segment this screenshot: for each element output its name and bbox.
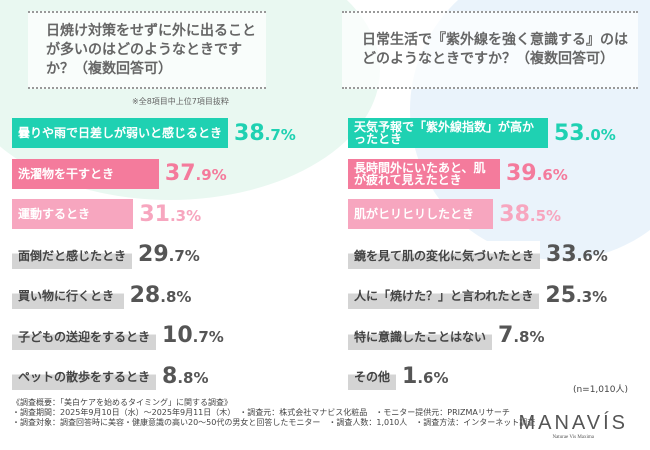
left-question: 日焼け対策をせずに外に出ることが多いのはどのようなときですか？（複数回答可）	[28, 11, 266, 89]
value-label: 39.6%	[506, 161, 568, 187]
bar: 長時間外にいたあと、肌が疲れて見えたとき	[348, 158, 500, 189]
bar-row: 天気予報で「紫外線指数」が高かったとき 53.0%	[348, 113, 616, 154]
footer-title: 《調査概要：「美白ケアを始めるタイミング」に関する調査》	[12, 398, 232, 407]
bar: 鏡を見て肌の変化に気づいたとき	[348, 240, 541, 269]
bar-row: 人に「焼けた？」と言われたとき 25.3%	[348, 275, 616, 316]
value-label: 8.8%	[162, 363, 209, 389]
bar: 運動するとき	[12, 199, 134, 230]
value-label: 28.8%	[129, 282, 192, 308]
bar: 洗濯物を干すとき	[12, 158, 159, 189]
value-label: 1.6%	[402, 363, 449, 389]
manavis-logo: MANAVÍS Naturae Vis Maxima	[518, 412, 628, 440]
value-label: 31.3%	[139, 201, 202, 227]
bar-row: 面倒だと感じたとき 29.7%	[12, 235, 296, 276]
bar-row: ペットの散歩をするとき 8.8%	[12, 356, 296, 397]
bar: 肌がヒリヒリしたとき	[348, 199, 494, 230]
bar-row: 特に意識したことはない 7.8%	[348, 316, 616, 357]
bar-row: 鏡を見て肌の変化に気づいたとき 33.6%	[348, 235, 616, 276]
footer-line: ・調査対象：調査回答時に美容・健康意識の高い20～50代の男女と回答したモニター…	[12, 418, 536, 427]
bar: 曇りや雨で日差しが弱いと感じるとき	[12, 118, 229, 149]
logo-tagline: Naturae Vis Maxima	[552, 435, 594, 440]
bar-row: 運動するとき 31.3%	[12, 194, 296, 235]
bar: 面倒だと感じたとき	[12, 240, 133, 269]
value-label: 53.0%	[554, 120, 616, 146]
value-label: 37.9%	[164, 161, 227, 187]
bar: ペットの散歩をするとき	[12, 362, 157, 391]
bar: 特に意識したことはない	[348, 321, 493, 350]
value-label: 38.7%	[234, 120, 296, 146]
bar-row: 長時間外にいたあと、肌が疲れて見えたとき 39.6%	[348, 154, 616, 195]
value-label: 10.7%	[162, 323, 224, 349]
right-chart: 天気予報で「紫外線指数」が高かったとき 53.0% 長時間外にいたあと、肌が疲れて見…	[348, 113, 616, 397]
bar-row: 曇りや雨で日差しが弱いと感じるとき 38.7%	[12, 113, 296, 154]
bar-row: 肌がヒリヒリしたとき 38.5%	[348, 194, 616, 235]
bar: 天気予報で「紫外線指数」が高かったとき	[348, 118, 548, 149]
bar: 子どもの送迎をするとき	[12, 321, 157, 350]
logo-text: MANAVÍS	[518, 412, 628, 434]
footer-line: ・調査期間：2025年9月10日（水）～2025年9月11日（木） ・調査元：株…	[12, 408, 510, 417]
value-label: 25.3%	[545, 282, 608, 308]
bar-row: 子どもの送迎をするとき 10.7%	[12, 316, 296, 357]
right-question: 日常生活で『紫外線を強く意識する』のはどのようなときですか？（複数回答可）	[342, 11, 638, 89]
left-chart: 曇りや雨で日差しが弱いと感じるとき 38.7% 洗濯物を干すとき 37.9% 運動すると…	[12, 113, 296, 397]
value-label: 38.5%	[499, 201, 562, 227]
bar-row: その他 1.6%	[348, 356, 616, 397]
bar: 買い物に行くとき	[12, 281, 124, 310]
bar: 人に「焼けた？」と言われたとき	[348, 281, 540, 310]
bar: その他	[348, 362, 397, 391]
bar-row: 洗濯物を干すとき 37.9%	[12, 154, 296, 195]
value-label: 29.7%	[138, 242, 200, 268]
bar-row: 買い物に行くとき 28.8%	[12, 275, 296, 316]
sample-size: (n=1,010人)	[572, 385, 628, 395]
value-label: 33.6%	[546, 242, 608, 268]
value-label: 7.8%	[498, 323, 545, 349]
survey-footer: 《調査概要：「美白ケアを始めるタイミング」に関する調査》 ・調査期間：2025年…	[12, 398, 542, 428]
left-note: ※全8項目中上位7項目抜粋	[132, 97, 229, 106]
